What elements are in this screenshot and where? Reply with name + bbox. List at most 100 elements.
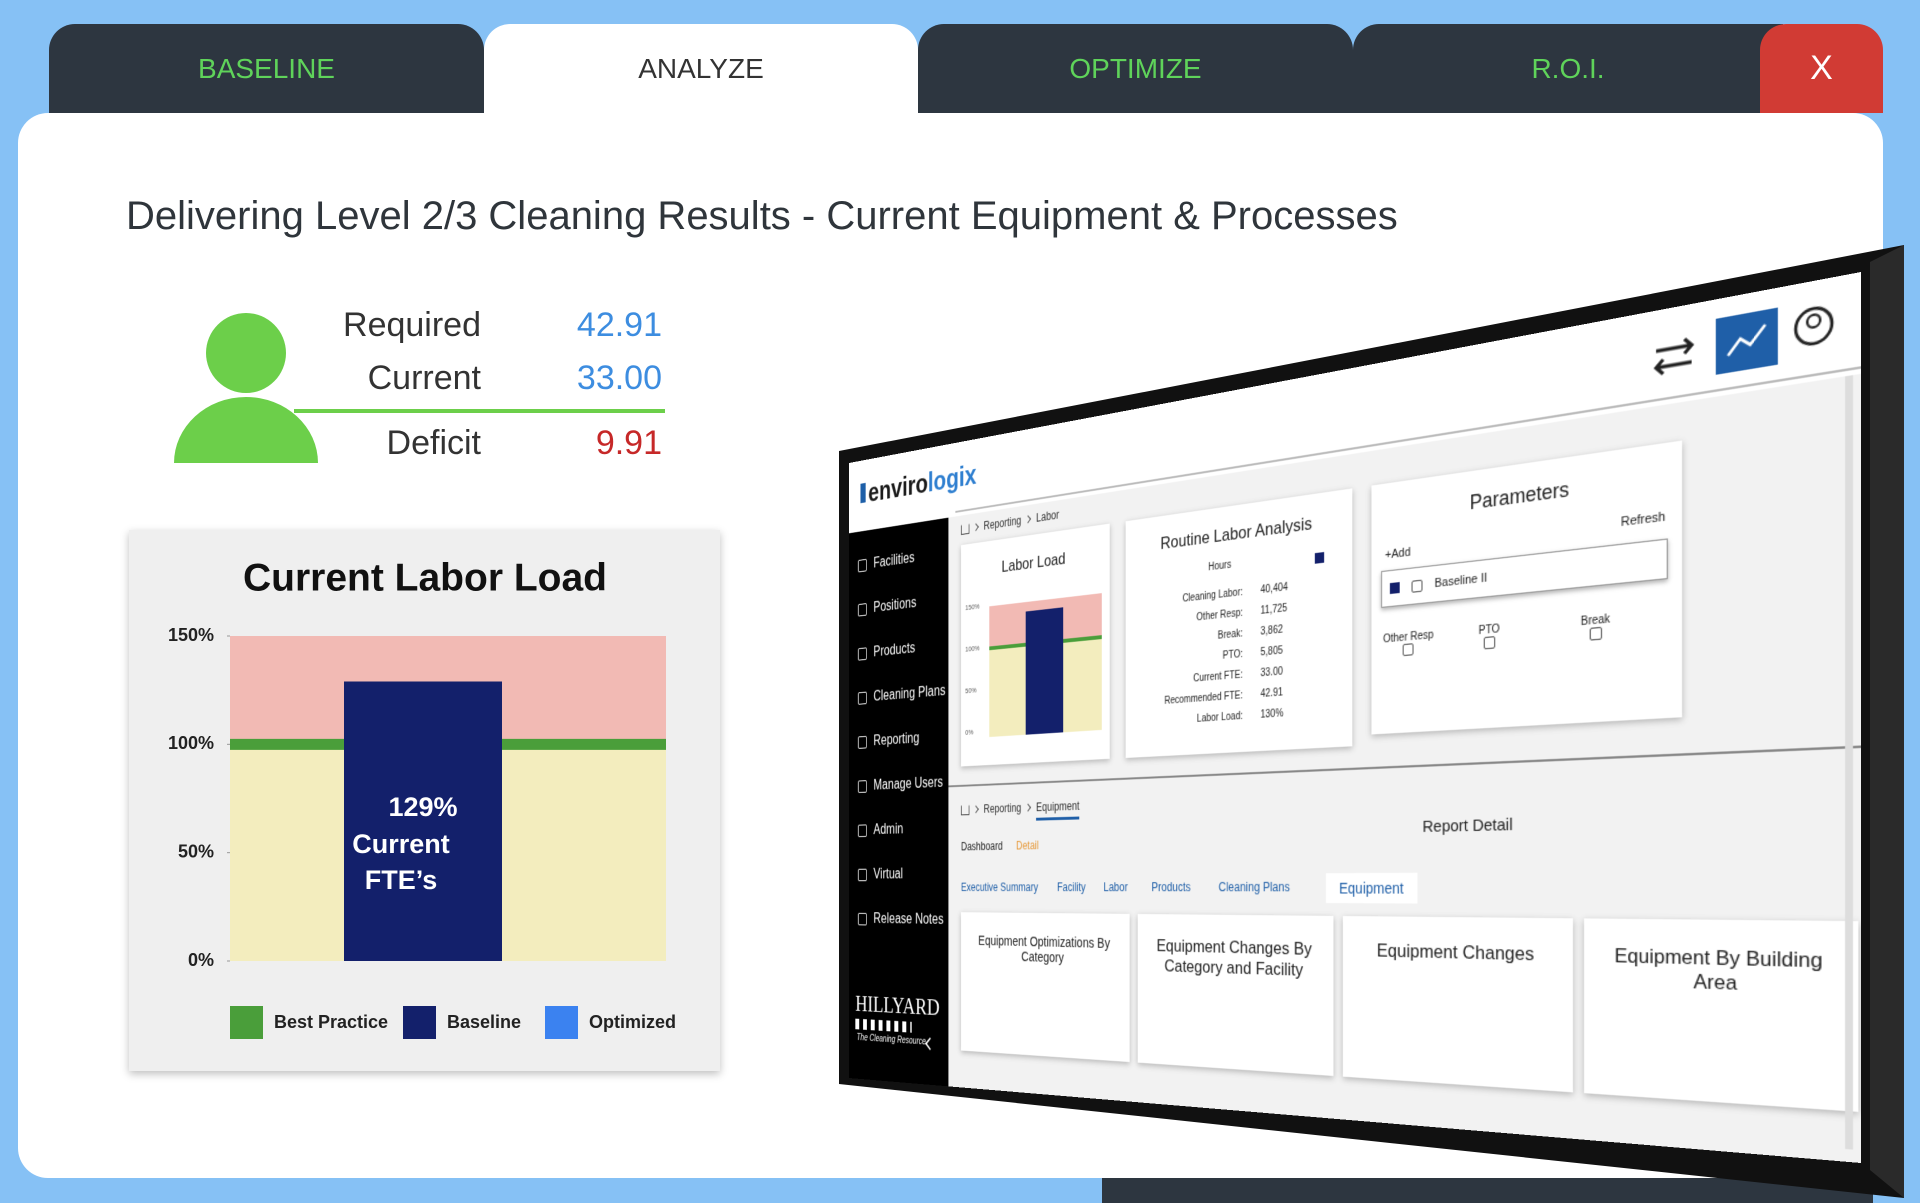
sidebar-item[interactable]: Manage Users: [857, 774, 943, 795]
brand: HILLYARD: [855, 990, 940, 1021]
report-tab[interactable]: Labor: [1103, 880, 1128, 895]
y-tick-label: 0%: [188, 950, 214, 970]
refresh-button[interactable]: Refresh: [1620, 509, 1666, 530]
analysis-value: 40,404: [1260, 581, 1288, 597]
sidebar-item[interactable]: Virtual: [857, 866, 904, 883]
breadcrumb-item[interactable]: Equipment: [1036, 799, 1080, 821]
report-tab[interactable]: Cleaning Plans: [1218, 879, 1290, 895]
breadcrumb-separator: [1024, 803, 1032, 812]
mini-tick: 50%: [965, 685, 977, 696]
report-card[interactable]: Equipment By Building Area: [1584, 918, 1859, 1112]
report-card[interactable]: Equipment Changes: [1342, 915, 1573, 1093]
y-tick-label: 50%: [178, 841, 214, 861]
legend-label: Baseline: [447, 1012, 522, 1032]
collapse-icon[interactable]: [925, 1037, 935, 1051]
y-tick-label: 150%: [168, 625, 214, 645]
sidebar-label: Products: [873, 640, 916, 660]
summary-value: 9.91: [595, 424, 662, 462]
analysis-label: Current FTE:: [1193, 669, 1243, 685]
option: Break: [1581, 613, 1610, 645]
logo: envirologix: [860, 459, 977, 510]
mini-tick: 100%: [965, 643, 980, 654]
nav-tab[interactable]: ANALYZE: [484, 24, 918, 113]
summary-label: Current: [367, 359, 481, 397]
subnav-item[interactable]: Detail: [1016, 838, 1039, 853]
report-card[interactable]: Equipment Optimizations By Category: [960, 912, 1130, 1063]
checkbox[interactable]: [1483, 636, 1495, 650]
legend-label: Optimized: [589, 1012, 677, 1032]
analysis-label: Break:: [1217, 628, 1243, 642]
sidebar-item[interactable]: Admin: [857, 821, 904, 839]
analysis-value: 33.00: [1260, 666, 1283, 680]
page-title: Delivering Level 2/3 Cleaning Results - …: [126, 194, 1398, 238]
nav-tab[interactable]: R.O.I.: [1353, 24, 1783, 113]
header-icons: [1649, 290, 1848, 393]
sidebar-label: Manage Users: [873, 774, 943, 794]
labor-load-card: Labor Load 150% 100% 50% 0%: [960, 523, 1110, 767]
analysis-value: 42.91: [1260, 687, 1283, 701]
add-button[interactable]: +Add: [1385, 545, 1411, 562]
sidebar-icon: [857, 779, 867, 793]
checkbox[interactable]: [1402, 643, 1414, 657]
parameters-card: Parameters +Add Refresh Baseline II Other Re…: [1371, 440, 1683, 735]
report-tab[interactable]: Equipment: [1325, 872, 1418, 904]
sidebar-item[interactable]: Cleaning Plans: [857, 683, 945, 707]
sidebar-item[interactable]: Positions: [857, 595, 917, 618]
bar-text: Current FTE’s: [352, 829, 450, 895]
checkbox[interactable]: [1411, 579, 1423, 593]
checkbox[interactable]: [1589, 626, 1602, 641]
report-card[interactable]: Equipment Changes By Category and Facili…: [1137, 913, 1334, 1076]
chart-card: Current Labor Load 0% 50% 100% 150% 129% Cur…: [129, 530, 720, 1071]
analysis-label: Recommended FTE:: [1164, 690, 1243, 707]
column-header: Hours: [1208, 559, 1232, 574]
sidebar-label: Facilities: [873, 550, 915, 572]
report-tab[interactable]: Products: [1151, 880, 1191, 895]
nav-tab[interactable]: BASELINE: [49, 24, 484, 113]
close-button[interactable]: X: [1760, 24, 1883, 113]
home-icon: [960, 805, 970, 816]
breadcrumb-item[interactable]: Labor: [1036, 507, 1060, 525]
breadcrumb-item[interactable]: Reporting: [983, 801, 1022, 816]
analysis-value: 130%: [1260, 707, 1284, 721]
option: PTO: [1479, 623, 1500, 653]
breadcrumb: Reporting Equipment: [960, 799, 1080, 821]
bar: [344, 681, 502, 961]
nav-tab[interactable]: OPTIMIZE: [918, 24, 1353, 113]
sidebar-icon: [857, 558, 867, 573]
sidebar-icon: [857, 735, 867, 749]
sidebar-item[interactable]: Products: [857, 640, 916, 662]
chart-title: Current Labor Load: [243, 556, 607, 599]
report-tab[interactable]: Facility: [1057, 880, 1086, 895]
sidebar-icon: [857, 647, 867, 661]
person-icon: [174, 313, 318, 463]
sidebar-item[interactable]: Release Notes: [857, 911, 944, 928]
sidebar-label: Virtual: [873, 866, 904, 883]
report-tab[interactable]: Executive Summary: [960, 880, 1039, 894]
sidebar: Facilities Positions Products Cleaning Plan…: [849, 517, 949, 1087]
sidebar-item[interactable]: Facilities: [857, 550, 915, 574]
analysis-label: Labor Load:: [1196, 710, 1243, 725]
subnav-item[interactable]: Dashboard: [960, 839, 1003, 854]
sidebar-label: Positions: [873, 595, 917, 616]
bar-value-label: 129%: [388, 792, 457, 822]
analysis-value: 3,862: [1260, 624, 1283, 638]
logo-mark: [860, 482, 866, 504]
summary-label: Deficit: [386, 424, 481, 462]
sidebar-icon: [857, 602, 867, 617]
sidebar-icon: [857, 868, 867, 881]
brand-checker: [855, 1018, 912, 1033]
sidebar-item[interactable]: Reporting: [857, 731, 919, 751]
sidebar-icon: [857, 912, 867, 926]
legend-swatch: [545, 1006, 578, 1039]
legend-label: Best Practice: [274, 1012, 389, 1032]
legend-swatch: [230, 1006, 263, 1039]
sidebar-label: Admin: [873, 821, 904, 838]
breadcrumb-item[interactable]: Reporting: [983, 513, 1022, 533]
home-icon: [960, 523, 970, 536]
baseline-row: Baseline II: [1381, 538, 1668, 608]
brand-tagline: The Cleaning Resource: [856, 1032, 926, 1048]
analysis-label: Other Resp:: [1196, 607, 1243, 624]
chart: Current Labor Load 0% 50% 100% 150% 129%: [168, 556, 666, 970]
baseline-swatch: [1389, 582, 1400, 595]
